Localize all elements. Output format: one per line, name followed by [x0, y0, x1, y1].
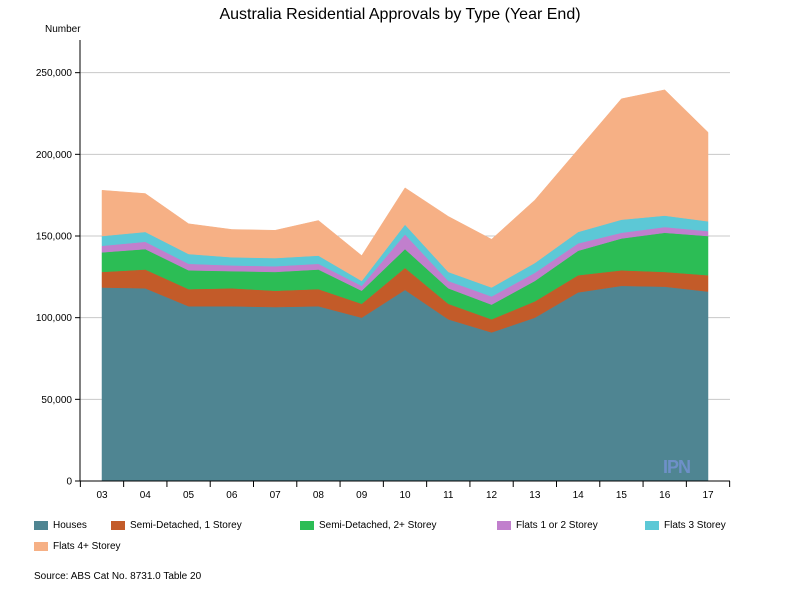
y-tick-label: 0 — [66, 477, 72, 488]
legend-item: Flats 1 or 2 Storey — [497, 520, 598, 531]
x-tick-label: 04 — [140, 490, 152, 501]
x-tick-label: 10 — [399, 490, 411, 501]
x-axis-ticks: 03 04 05 06 07 08 09 10 11 12 13 14 15 16 17 — [79, 481, 731, 501]
legend-item: Semi-Detached, 1 Storey — [111, 520, 242, 531]
legend-swatch — [34, 542, 48, 551]
x-tick-label: 05 — [183, 490, 195, 501]
x-tick-label: 09 — [356, 490, 368, 501]
y-tick-label: 200,000 — [36, 150, 73, 161]
source-note: Source: ABS Cat No. 8731.0 Table 20 — [34, 571, 202, 582]
legend-item: Houses — [34, 520, 87, 531]
y-axis-ticks: 0 50,000 100,000 150,000 200,000 250,000 — [36, 68, 80, 488]
legend-swatch — [300, 521, 314, 530]
legend-item: Flats 3 Storey — [645, 520, 726, 531]
axes — [79, 40, 730, 482]
y-tick-label: 150,000 — [36, 232, 73, 243]
legend-swatch — [34, 521, 48, 530]
x-tick-label: 03 — [96, 490, 108, 501]
y-tick-label: 250,000 — [36, 68, 73, 79]
legend-label: Flats 4+ Storey — [53, 541, 121, 552]
legend-swatch — [645, 521, 659, 530]
x-tick-label: 08 — [313, 490, 325, 501]
legend-swatch — [111, 521, 125, 530]
x-tick-label: 06 — [226, 490, 238, 501]
legend-item: Semi-Detached, 2+ Storey — [300, 520, 437, 531]
y-tick-label: 100,000 — [36, 313, 73, 324]
x-tick-label: 13 — [529, 490, 541, 501]
legend-label: Flats 3 Storey — [664, 520, 726, 531]
x-tick-label: 16 — [659, 490, 671, 501]
legend-label: Semi-Detached, 2+ Storey — [319, 520, 437, 531]
area-series — [101, 89, 709, 482]
legend-item: Flats 4+ Storey — [34, 541, 121, 552]
legend-label: Semi-Detached, 1 Storey — [130, 520, 242, 531]
legend-swatch — [497, 521, 511, 530]
area-flats-4-storey — [101, 89, 709, 288]
x-tick-label: 15 — [616, 490, 628, 501]
x-tick-label: 11 — [443, 490, 454, 501]
legend-label: Houses — [53, 520, 87, 531]
y-tick-label: 50,000 — [41, 395, 72, 406]
x-tick-label: 14 — [573, 490, 585, 501]
y-axis-label: Number — [45, 24, 81, 35]
x-tick-label: 17 — [702, 490, 714, 501]
watermark-logo: IPN — [663, 457, 691, 477]
x-tick-label: 07 — [270, 490, 282, 501]
legend-label: Flats 1 or 2 Storey — [516, 520, 598, 531]
chart-title: Australia Residential Approvals by Type … — [219, 6, 581, 23]
x-tick-label: 12 — [486, 490, 498, 501]
area-houses — [101, 285, 709, 482]
